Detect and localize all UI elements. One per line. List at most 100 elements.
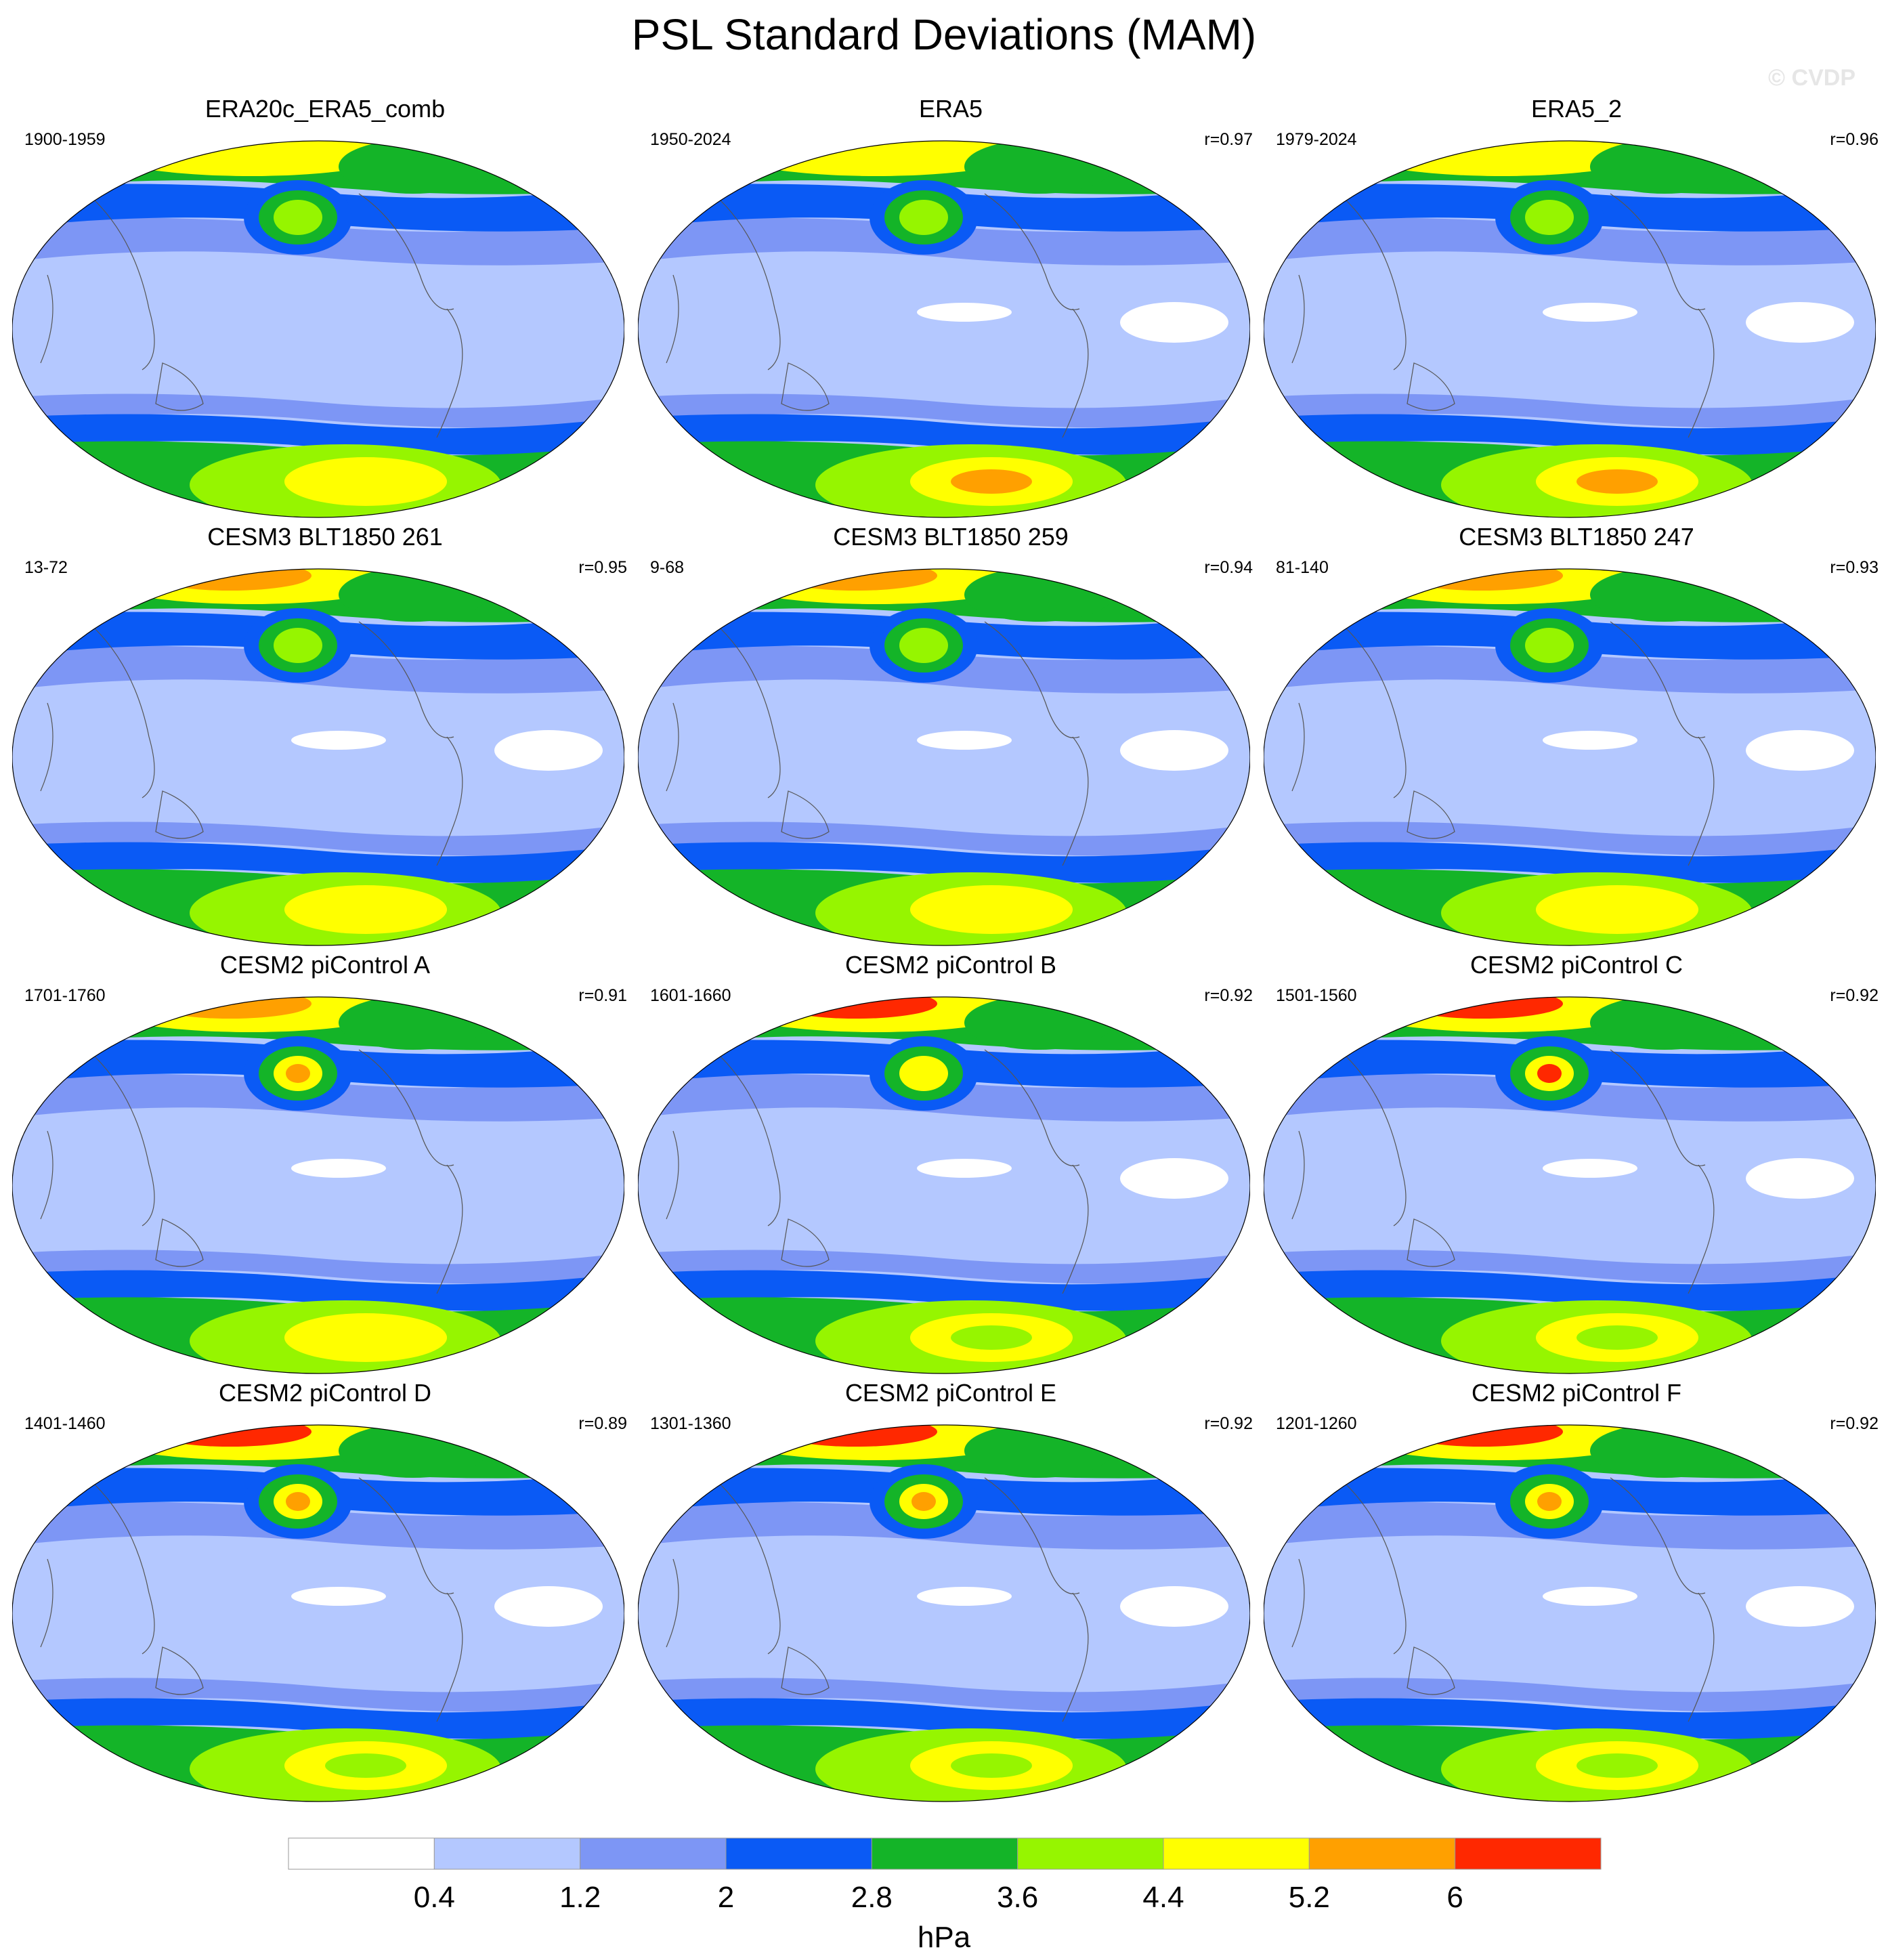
map-panel: CESM2 piControl A 1701-1760 r=0.91 xyxy=(12,951,638,1379)
coastline-north-america xyxy=(358,1477,454,1594)
aleutian-core xyxy=(1537,1492,1562,1511)
map-panel: CESM2 piControl C 1501-1560 r=0.92 xyxy=(1264,951,1888,1379)
coastline-south-america xyxy=(436,1592,463,1722)
panel-title: CESM3 BLT1850 259 xyxy=(833,523,1069,551)
sh-subpolar-band xyxy=(12,822,624,856)
sh-subpolar-band xyxy=(638,1678,1250,1712)
page-title: PSL Standard Deviations (MAM) xyxy=(631,10,1257,59)
panel-title: CESM2 piControl D xyxy=(218,1379,432,1407)
coastline-australia xyxy=(781,362,830,411)
north-atlantic-variance xyxy=(964,569,1113,622)
coastline-north-america xyxy=(1610,621,1706,738)
psl-std-map xyxy=(12,140,624,518)
coastline-australia xyxy=(781,1646,830,1695)
coastline-africa xyxy=(40,274,53,364)
coastline-north-america xyxy=(358,621,454,738)
sh-subpolar-band xyxy=(1264,1250,1876,1284)
amundsen-core xyxy=(951,469,1032,494)
coastline-south-america xyxy=(1062,736,1089,866)
coastline-asia xyxy=(720,200,781,370)
map-panel: CESM2 piControl F 1201-1260 r=0.92 xyxy=(1264,1379,1888,1807)
tropical-pacific-minimum xyxy=(917,731,1012,750)
north-atlantic-variance xyxy=(1590,997,1739,1050)
map-border xyxy=(638,140,1250,518)
sh-subpolar-band xyxy=(638,393,1250,428)
coastline-north-america xyxy=(358,193,454,310)
coastline-asia xyxy=(1346,1484,1407,1655)
north-atlantic-variance xyxy=(1590,141,1739,194)
watermark-label: © CVDP xyxy=(1768,65,1855,91)
coastline-asia xyxy=(1346,1056,1407,1227)
sh-subpolar-band xyxy=(12,393,624,428)
coastline-australia xyxy=(155,1218,204,1267)
aleutian-core xyxy=(1537,1064,1562,1083)
coastline-south-america xyxy=(1688,736,1715,866)
sh-storm-band xyxy=(638,1270,1250,1311)
panel-period: 1301-1360 xyxy=(650,1414,731,1433)
panel-pattern-correlation: r=0.92 xyxy=(1204,1414,1253,1433)
coastline-asia xyxy=(94,1484,155,1655)
coastline-north-america xyxy=(1610,1477,1706,1594)
panel-period: 1601-1660 xyxy=(650,986,731,1005)
aleutian-core xyxy=(286,1492,310,1511)
aleutian-core xyxy=(286,208,310,227)
map-border xyxy=(1264,568,1876,946)
sh-subpolar-band xyxy=(1264,393,1876,428)
psl-std-map xyxy=(12,996,624,1374)
panel-pattern-correlation: r=0.95 xyxy=(578,558,627,577)
coastline-south-america xyxy=(1688,1592,1715,1722)
panel-title: CESM2 piControl F xyxy=(1471,1379,1682,1407)
sh-subpolar-band xyxy=(638,1250,1250,1284)
north-atlantic-variance xyxy=(339,1425,488,1478)
amundsen-core xyxy=(951,897,1032,922)
tropical-pacific-minimum xyxy=(1543,1159,1637,1178)
coastline-north-america xyxy=(984,1477,1080,1594)
coastline-south-america xyxy=(1062,308,1089,438)
map-panel: CESM3 BLT1850 259 9-68 r=0.94 xyxy=(638,523,1264,951)
sh-subpolar-band xyxy=(1264,1678,1876,1712)
coastline-australia xyxy=(1407,362,1455,411)
panel-pattern-correlation: r=0.96 xyxy=(1830,130,1879,149)
coastline-australia xyxy=(781,1218,830,1267)
sh-subpolar-band xyxy=(638,822,1250,856)
south-atlantic-minimum xyxy=(1746,302,1854,343)
panel-pattern-correlation: r=0.92 xyxy=(1830,986,1879,1005)
panel-period: 13-72 xyxy=(24,558,68,577)
coastline-north-america xyxy=(984,1049,1080,1166)
amundsen-core xyxy=(325,1753,406,1778)
tropical-pacific-minimum xyxy=(917,1159,1012,1178)
aleutian-core xyxy=(911,208,936,227)
coastline-south-america xyxy=(1062,1592,1089,1722)
south-atlantic-minimum xyxy=(1746,730,1854,771)
aleutian-core xyxy=(286,1064,310,1083)
panel-period: 1900-1959 xyxy=(24,130,106,149)
coastline-south-america xyxy=(1688,308,1715,438)
north-atlantic-variance xyxy=(1590,569,1739,622)
coastline-asia xyxy=(720,1056,781,1227)
sh-storm-band xyxy=(638,1698,1250,1739)
map-border xyxy=(1264,1424,1876,1802)
coastline-africa xyxy=(40,702,53,792)
panel-period: 1979-2024 xyxy=(1276,130,1357,149)
panel-pattern-correlation: r=0.94 xyxy=(1204,558,1253,577)
panel-pattern-correlation: r=0.92 xyxy=(1830,1414,1879,1433)
coastline-asia xyxy=(1346,628,1407,798)
aleutian-core xyxy=(1537,636,1562,655)
south-atlantic-minimum xyxy=(1120,730,1228,771)
coastline-africa xyxy=(1291,1130,1305,1220)
map-border xyxy=(12,568,624,946)
panel-title: CESM2 piControl E xyxy=(844,1379,1057,1407)
coastline-south-america xyxy=(1062,1164,1089,1294)
sh-storm-band xyxy=(1264,1698,1876,1739)
map-panel: ERA5 1950-2024 r=0.97 xyxy=(638,95,1264,523)
south-atlantic-minimum xyxy=(1746,1586,1854,1627)
coastline-africa xyxy=(666,1130,679,1220)
tropical-pacific-minimum xyxy=(291,1587,386,1606)
coastline-africa xyxy=(666,274,679,364)
psl-std-map xyxy=(638,996,1250,1374)
amundsen-core xyxy=(1576,469,1658,494)
amundsen-core xyxy=(325,469,406,494)
map-border xyxy=(638,568,1250,946)
coastline-africa xyxy=(1291,274,1305,364)
north-atlantic-variance xyxy=(339,569,488,622)
